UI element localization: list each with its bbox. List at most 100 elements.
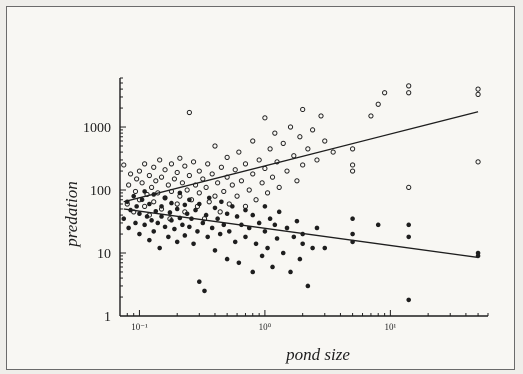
open-data-point bbox=[171, 176, 178, 182]
filled-data-point bbox=[250, 269, 256, 275]
open-data-point bbox=[205, 161, 211, 167]
filled-data-point bbox=[184, 211, 190, 217]
filled-data-point bbox=[250, 212, 256, 218]
filled-data-point bbox=[310, 245, 315, 251]
filled-data-point bbox=[187, 197, 192, 203]
open-data-point bbox=[200, 176, 206, 182]
open-data-point bbox=[375, 101, 381, 107]
open-data-point bbox=[349, 162, 356, 168]
open-data-point bbox=[262, 165, 268, 172]
open-data-point bbox=[368, 113, 374, 119]
open-data-point bbox=[218, 164, 224, 170]
open-data-point bbox=[349, 168, 356, 174]
filled-data-point bbox=[139, 197, 145, 203]
filled-data-point bbox=[375, 222, 381, 228]
open-data-point bbox=[284, 168, 290, 174]
open-data-point bbox=[276, 184, 282, 191]
filled-data-point bbox=[215, 216, 220, 222]
filled-data-point bbox=[259, 253, 265, 259]
open-data-point bbox=[146, 172, 152, 179]
open-data-point bbox=[221, 188, 227, 195]
filled-data-point bbox=[297, 256, 303, 262]
open-data-point bbox=[224, 154, 230, 160]
filled-data-point bbox=[300, 241, 305, 247]
filled-data-point bbox=[153, 208, 159, 214]
filled-data-point bbox=[230, 204, 235, 209]
filled-data-point bbox=[147, 201, 152, 207]
filled-data-point bbox=[272, 222, 278, 228]
x-tick-label: 10⁻¹ bbox=[131, 322, 148, 332]
open-data-point bbox=[238, 178, 245, 184]
filled-data-point bbox=[149, 218, 154, 223]
filled-data-point bbox=[221, 222, 227, 228]
open-data-point bbox=[184, 187, 190, 193]
open-data-point bbox=[406, 83, 412, 89]
filled-data-point bbox=[157, 245, 162, 251]
open-data-point bbox=[330, 149, 336, 155]
open-data-point bbox=[264, 190, 271, 196]
open-data-point bbox=[259, 180, 265, 186]
open-data-point bbox=[294, 178, 300, 184]
open-data-point bbox=[162, 167, 168, 173]
filled-data-point bbox=[270, 264, 275, 270]
filled-data-point bbox=[322, 245, 328, 251]
filled-data-point bbox=[203, 212, 209, 218]
open-data-point bbox=[157, 157, 163, 163]
x-tick-label: 10⁰ bbox=[259, 322, 272, 332]
filled-data-point bbox=[256, 220, 262, 226]
filled-data-point bbox=[265, 245, 270, 251]
open-data-point bbox=[269, 174, 276, 180]
filled-data-point bbox=[350, 216, 355, 222]
filled-data-point bbox=[406, 234, 412, 240]
open-data-point bbox=[262, 115, 268, 121]
open-data-point bbox=[196, 168, 202, 174]
y-axis-label: predation bbox=[62, 181, 81, 247]
open-data-point bbox=[148, 184, 155, 191]
filled-data-point bbox=[174, 206, 180, 212]
open-data-point bbox=[406, 184, 412, 191]
open-data-point bbox=[406, 90, 412, 96]
figure-frame bbox=[6, 6, 515, 370]
filled-data-point bbox=[350, 231, 355, 237]
open-data-point bbox=[203, 184, 209, 191]
open-data-point bbox=[322, 138, 328, 144]
filled-data-point bbox=[147, 237, 152, 243]
filled-data-point bbox=[219, 199, 224, 205]
open-data-point bbox=[196, 190, 202, 196]
filled-data-point bbox=[195, 229, 200, 234]
open-data-point bbox=[272, 130, 278, 136]
filled-data-point bbox=[142, 189, 147, 194]
open-data-point bbox=[168, 161, 175, 167]
filled-data-point bbox=[314, 225, 320, 231]
open-data-point bbox=[151, 199, 157, 205]
open-data-point bbox=[151, 164, 157, 170]
open-data-point bbox=[165, 182, 171, 188]
filled-data-point bbox=[406, 222, 412, 228]
open-data-point bbox=[242, 161, 249, 167]
open-data-point bbox=[215, 180, 221, 186]
trend-lines bbox=[123, 111, 479, 259]
filled-data-point bbox=[133, 220, 138, 226]
y-tick-label: 1 bbox=[104, 310, 111, 325]
open-data-point bbox=[190, 159, 197, 165]
open-data-point bbox=[250, 138, 256, 144]
filled-data-point bbox=[234, 214, 240, 219]
open-data-point bbox=[229, 182, 235, 188]
filled-data-point bbox=[196, 279, 202, 285]
filled-data-point bbox=[217, 231, 223, 237]
filled-data-point bbox=[291, 234, 297, 240]
filled-data-point bbox=[288, 269, 293, 275]
open-data-point bbox=[300, 162, 306, 168]
filled-data-point bbox=[212, 205, 218, 211]
filled-data-point bbox=[243, 234, 248, 240]
open-data-point bbox=[212, 143, 218, 149]
open-data-point bbox=[144, 191, 150, 198]
open-data-point bbox=[310, 127, 316, 133]
filled-data-point bbox=[182, 233, 188, 238]
open-data-point bbox=[217, 209, 223, 215]
filled-data-point bbox=[182, 202, 188, 208]
filled-data-point bbox=[206, 195, 212, 201]
open-data-point bbox=[300, 106, 306, 113]
open-data-point bbox=[174, 169, 180, 176]
